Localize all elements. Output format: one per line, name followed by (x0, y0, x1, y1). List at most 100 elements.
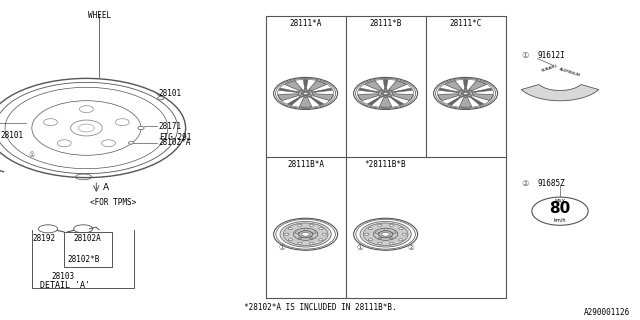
Text: 80: 80 (549, 201, 571, 216)
Circle shape (381, 91, 390, 96)
Circle shape (304, 229, 307, 230)
Circle shape (392, 92, 396, 93)
Wedge shape (365, 81, 382, 91)
Circle shape (532, 197, 588, 225)
Text: A290001126: A290001126 (584, 308, 630, 317)
Circle shape (390, 237, 393, 239)
Circle shape (280, 221, 332, 247)
Circle shape (298, 237, 301, 239)
Circle shape (310, 237, 313, 239)
Circle shape (374, 228, 398, 240)
Wedge shape (521, 84, 599, 101)
Circle shape (469, 96, 472, 98)
Circle shape (463, 92, 468, 95)
Text: 28111*A: 28111*A (289, 20, 322, 28)
Text: 28111B*A: 28111B*A (287, 160, 324, 169)
Wedge shape (303, 80, 308, 89)
Wedge shape (313, 94, 333, 100)
Circle shape (298, 224, 302, 226)
Wedge shape (473, 88, 492, 92)
Text: 91685Z: 91685Z (538, 180, 565, 188)
Text: DETAIL 'A': DETAIL 'A' (40, 281, 90, 290)
Circle shape (303, 92, 308, 95)
Circle shape (301, 91, 310, 96)
Circle shape (376, 92, 379, 93)
Text: ②: ② (521, 180, 529, 188)
Circle shape (298, 231, 312, 238)
Circle shape (304, 88, 307, 90)
Text: 28111*C: 28111*C (449, 20, 482, 28)
Wedge shape (367, 97, 381, 105)
Circle shape (383, 92, 388, 95)
Text: ①: ① (278, 243, 285, 252)
Text: MAX: MAX (554, 199, 566, 204)
Wedge shape (285, 81, 302, 91)
Circle shape (298, 90, 312, 97)
Circle shape (305, 89, 307, 90)
Circle shape (309, 224, 314, 226)
Wedge shape (309, 81, 326, 91)
Wedge shape (439, 88, 458, 92)
Text: ①: ① (521, 52, 529, 60)
Circle shape (299, 96, 302, 98)
Circle shape (472, 92, 476, 93)
Text: 28111*B: 28111*B (369, 20, 402, 28)
Text: 28171: 28171 (159, 122, 182, 131)
Circle shape (295, 232, 298, 234)
Wedge shape (390, 97, 404, 105)
Circle shape (385, 89, 387, 90)
Text: ①: ① (356, 243, 364, 252)
Circle shape (378, 224, 382, 226)
Text: *28111B*B: *28111B*B (365, 160, 406, 169)
Circle shape (464, 88, 467, 90)
Circle shape (384, 88, 387, 90)
Text: ①: ① (29, 152, 35, 158)
Text: SUBARU: SUBARU (541, 64, 559, 73)
Circle shape (382, 232, 389, 236)
Text: 91612I: 91612I (538, 52, 565, 60)
Circle shape (379, 231, 393, 238)
Circle shape (375, 232, 378, 234)
Circle shape (465, 89, 467, 90)
Circle shape (285, 233, 289, 235)
Wedge shape (389, 81, 406, 91)
Circle shape (129, 141, 134, 144)
Circle shape (323, 233, 326, 235)
Text: <FOR TPMS>: <FOR TPMS> (90, 198, 136, 207)
Circle shape (319, 239, 323, 241)
Circle shape (138, 126, 144, 130)
Wedge shape (287, 97, 301, 105)
Circle shape (459, 96, 462, 98)
Circle shape (461, 91, 470, 96)
Text: A: A (103, 183, 109, 192)
Text: 28103: 28103 (51, 272, 74, 281)
Text: FIG.291: FIG.291 (159, 133, 191, 142)
Circle shape (157, 97, 164, 100)
Circle shape (364, 223, 408, 245)
Text: WHEEL: WHEEL (88, 11, 111, 20)
Circle shape (302, 232, 309, 236)
Wedge shape (278, 94, 298, 100)
Wedge shape (279, 88, 298, 92)
Circle shape (309, 242, 314, 244)
Circle shape (368, 239, 372, 241)
Wedge shape (473, 94, 493, 100)
Circle shape (368, 228, 372, 230)
Wedge shape (438, 94, 458, 100)
Circle shape (288, 228, 292, 230)
Circle shape (458, 90, 473, 97)
Circle shape (283, 223, 328, 245)
Circle shape (384, 229, 387, 230)
Wedge shape (445, 81, 462, 91)
Text: *28102*A IS INCLUDED IN 28111B*B.: *28102*A IS INCLUDED IN 28111B*B. (244, 303, 396, 312)
Circle shape (378, 242, 382, 244)
Wedge shape (460, 98, 472, 107)
Circle shape (399, 239, 403, 241)
Circle shape (365, 233, 369, 235)
Text: 28192: 28192 (32, 234, 55, 243)
Wedge shape (447, 97, 461, 105)
Circle shape (403, 233, 406, 235)
Circle shape (379, 96, 382, 98)
Text: 28101: 28101 (0, 131, 23, 140)
Wedge shape (358, 94, 378, 100)
